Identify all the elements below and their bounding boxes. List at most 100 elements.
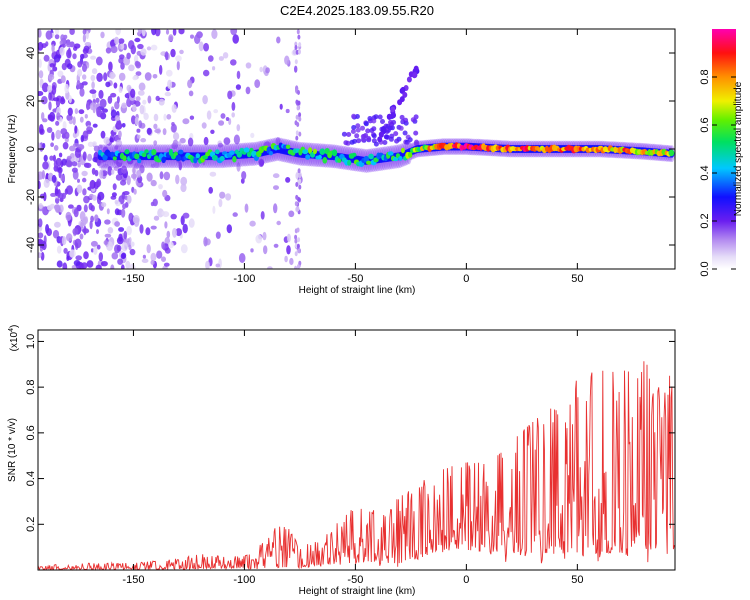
noise-blob [218, 120, 225, 126]
noise-blob [297, 237, 301, 243]
ridge-peak [214, 149, 220, 155]
noise-blob [136, 134, 141, 139]
noise-blob [259, 66, 264, 73]
noise-blob [166, 230, 171, 239]
noise-blob [66, 114, 73, 122]
noise-blob [168, 241, 174, 249]
noise-blob [138, 82, 146, 91]
noise-blob [115, 174, 122, 181]
noise-blob [189, 115, 195, 120]
noise-blob [349, 139, 355, 145]
noise-blob [121, 264, 125, 269]
noise-blob [39, 193, 45, 199]
noise-blob [90, 74, 96, 82]
noise-blob [294, 265, 298, 269]
noise-blob [230, 59, 237, 66]
noise-blob [132, 104, 137, 112]
noise-blob [285, 177, 291, 183]
noise-blob [41, 112, 45, 121]
noise-blob [371, 118, 377, 124]
noise-blob [96, 72, 103, 82]
noise-blob [153, 113, 159, 122]
noise-blob [146, 244, 151, 254]
noise-blob [403, 117, 409, 123]
ridge-peak [112, 156, 117, 161]
noise-blob [144, 72, 152, 81]
noise-blob [48, 73, 55, 81]
noise-blob [371, 133, 377, 139]
noise-blob [245, 62, 252, 69]
noise-blob [109, 71, 116, 80]
noise-blob [296, 243, 300, 249]
noise-blob [89, 181, 95, 189]
x-tick-label: -100 [233, 574, 255, 586]
noise-blob [203, 69, 210, 77]
noise-blob [126, 84, 132, 92]
noise-blob [153, 215, 160, 221]
colorbar-tick-label: 0.4 [699, 165, 711, 180]
noise-blob [365, 128, 371, 134]
noise-blob [89, 220, 93, 230]
noise-blob [111, 169, 115, 175]
top-x-ticks: -150 -100 -50 0 50 [122, 29, 583, 285]
noise-blob [72, 53, 77, 60]
noise-blob [96, 159, 101, 167]
noise-blob [178, 29, 185, 35]
noise-blob [112, 183, 117, 191]
noise-blob [232, 34, 239, 44]
noise-blob [128, 237, 132, 244]
noise-blob [73, 143, 80, 148]
noise-blob [233, 134, 240, 145]
noise-blob [49, 203, 55, 209]
noise-blob [298, 184, 302, 190]
noise-blob [83, 251, 89, 260]
noise-blob [87, 141, 94, 147]
noise-blob [355, 127, 361, 133]
noise-blob [85, 162, 92, 169]
ridge-peak [243, 147, 250, 153]
noise-blob [38, 142, 41, 151]
noise-blob [135, 71, 142, 76]
noise-blob [236, 162, 241, 172]
noise-blob [82, 177, 87, 183]
noise-blob [83, 204, 88, 213]
noise-blob [43, 54, 50, 62]
noise-blob [117, 258, 123, 265]
noise-blob [105, 81, 111, 88]
noise-blob [360, 125, 365, 131]
noise-blob [398, 125, 404, 131]
noise-blob [377, 136, 383, 143]
ridge-peak [124, 149, 130, 155]
noise-blob [56, 245, 62, 254]
noise-blob [91, 81, 95, 90]
noise-blob [120, 253, 126, 260]
noise-blob [114, 115, 121, 122]
noise-blob [72, 228, 79, 235]
noise-blob [113, 82, 118, 89]
noise-blob [126, 195, 132, 204]
noise-blob [126, 52, 131, 60]
noise-blob [276, 36, 281, 44]
noise-blob [48, 92, 52, 101]
y-multiplier-label: (x104) [8, 325, 20, 352]
y-tick-label: 1.0 [25, 334, 37, 349]
ridge-peak [175, 154, 181, 162]
noise-blob [206, 110, 212, 120]
ridge-peak [331, 149, 338, 157]
noise-blob [55, 129, 61, 140]
noise-blob [249, 220, 256, 227]
noise-blob [296, 227, 300, 233]
bottom-x-ticks: -150 -100 -50 0 50 [122, 330, 583, 586]
noise-blob [85, 30, 89, 40]
noise-blob [182, 212, 190, 219]
noise-blob [71, 265, 77, 269]
noise-blob [378, 131, 384, 138]
ridge-peak [400, 147, 405, 154]
noise-blob [134, 37, 141, 43]
noise-blob [232, 212, 238, 217]
noise-blob [38, 218, 43, 228]
noise-blob [213, 109, 219, 114]
noise-blob [179, 137, 186, 144]
noise-blob [115, 29, 121, 36]
